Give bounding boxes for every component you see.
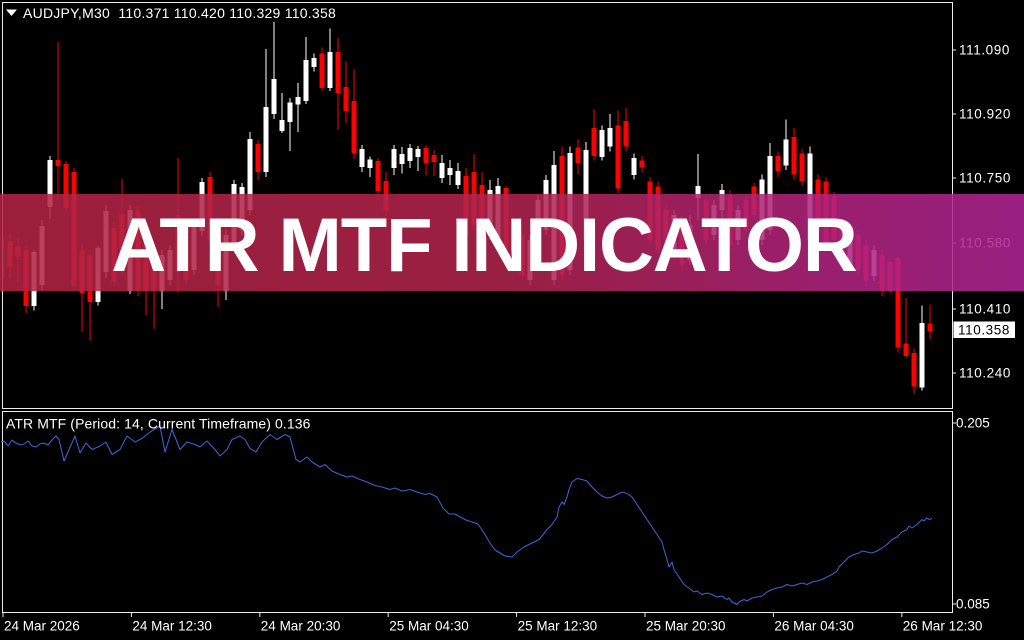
svg-text:0.085: 0.085 [956,597,990,612]
svg-text:24 Mar 12:30: 24 Mar 12:30 [132,619,212,634]
svg-text:110.358: 110.358 [958,322,1010,337]
svg-text:26 Mar 04:30: 26 Mar 04:30 [774,619,854,634]
svg-text:24 Mar 20:30: 24 Mar 20:30 [261,619,341,634]
svg-text:111.090: 111.090 [959,43,1010,58]
svg-text:ATR MTF INDICATOR: ATR MTF INDICATOR [111,203,857,288]
svg-text:25 Mar 20:30: 25 Mar 20:30 [646,619,726,634]
svg-text:110.750: 110.750 [959,171,1011,186]
svg-text:110.240: 110.240 [959,366,1011,381]
svg-text:24 Mar 2026: 24 Mar 2026 [4,619,80,634]
svg-text:ATR MTF (Period: 14, Current T: ATR MTF (Period: 14, Current Timeframe) … [6,416,311,432]
svg-text:AUDJPY,M30 110.371 110.420 11: AUDJPY,M30 110.371 110.420 110.329 110.3… [23,5,336,21]
svg-text:0.205: 0.205 [956,416,990,431]
svg-text:110.410: 110.410 [959,302,1011,317]
svg-text:110.920: 110.920 [959,107,1011,122]
svg-text:26 Mar 12:30: 26 Mar 12:30 [903,619,983,634]
svg-text:25 Mar 12:30: 25 Mar 12:30 [518,619,598,634]
svg-text:25 Mar 04:30: 25 Mar 04:30 [389,619,469,634]
